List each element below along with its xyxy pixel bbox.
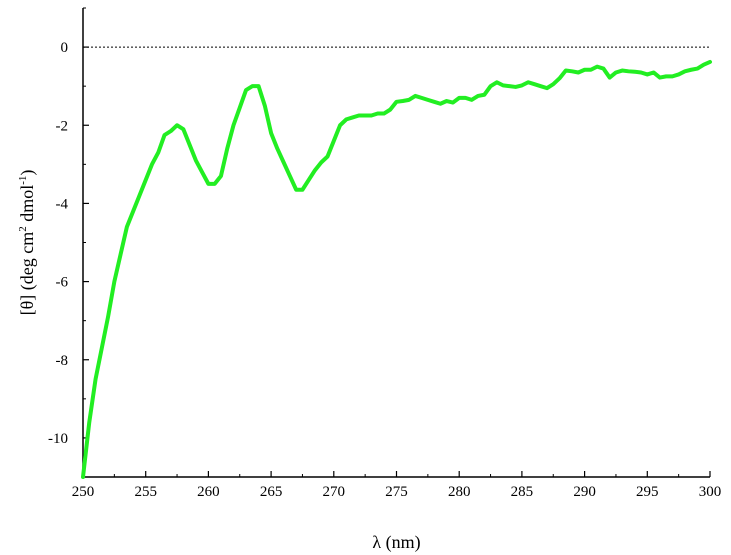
y-axis-title-part3: ): [17, 170, 38, 176]
x-tick-label: 260: [197, 484, 220, 500]
series-line: [81, 59, 712, 479]
x-tick-label: 265: [260, 484, 283, 500]
y-tick-label: -6: [56, 275, 69, 291]
x-tick-label: 275: [385, 484, 408, 500]
x-tick-label: 270: [323, 484, 346, 500]
y-axis-title: [θ] (deg cm2 dmol-1): [17, 170, 38, 316]
y-tick-label: 0: [61, 40, 69, 56]
x-tick-label: 295: [636, 484, 659, 500]
tick-labels: 250 255 260 265 270 275 280 285 290 295 300 0 -2 -4 -6…: [48, 40, 721, 500]
y-tick-label: -4: [56, 196, 69, 212]
x-tick-label: 285: [511, 484, 534, 500]
x-tick-label: 290: [573, 484, 596, 500]
ticks: [82, 7, 711, 478]
axes: [82, 8, 710, 478]
y-tick-label: -8: [56, 353, 69, 369]
y-axis-title-part2: dmol: [17, 185, 37, 227]
x-tick-label: 250: [72, 484, 95, 500]
x-axis-title: λ (nm): [372, 532, 420, 553]
y-axis-title-sup2: -1: [17, 176, 29, 185]
y-axis-title-part1: [θ] (deg cm: [17, 232, 38, 316]
x-tick-label: 255: [134, 484, 157, 500]
x-tick-label: 300: [699, 484, 722, 500]
x-tick-label: 280: [448, 484, 471, 500]
y-tick-label: -2: [56, 118, 69, 134]
y-axis-title-sup1: 2: [17, 226, 29, 232]
y-tick-label: -10: [48, 431, 68, 447]
